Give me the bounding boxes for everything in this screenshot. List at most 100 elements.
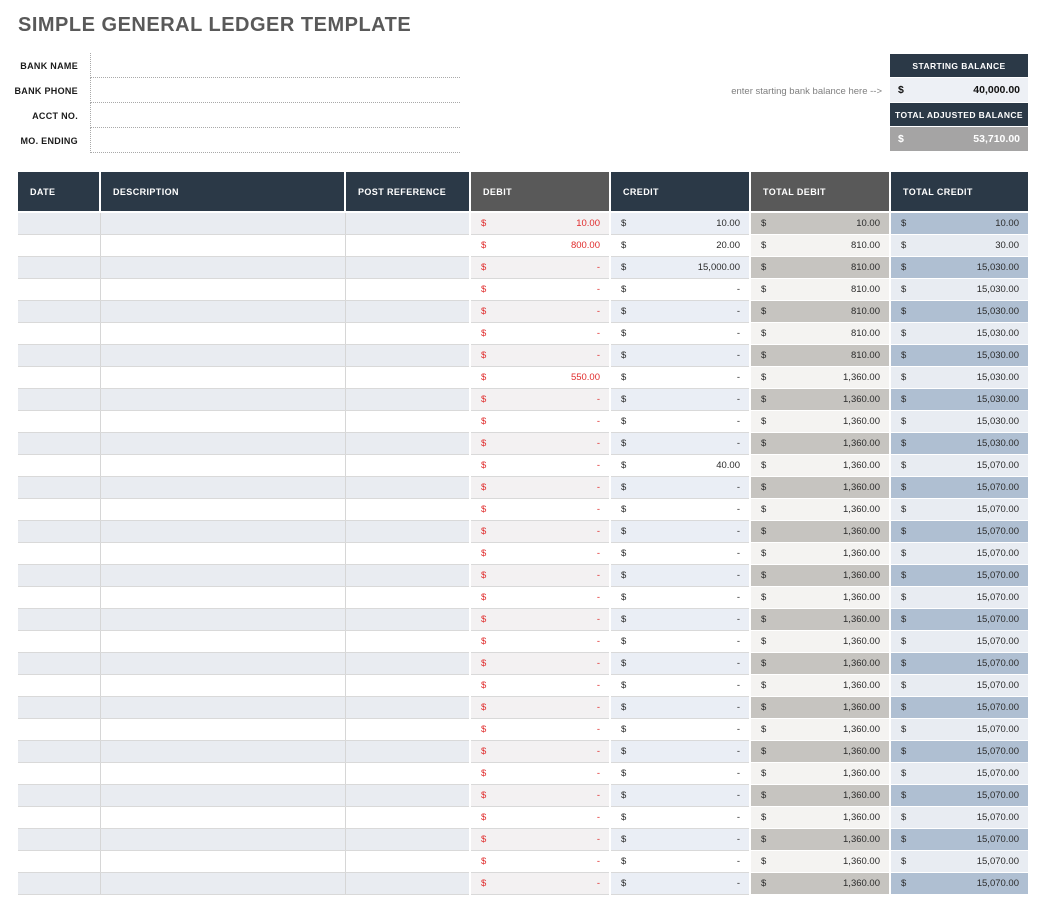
- date-cell[interactable]: [18, 498, 100, 521]
- total-debit-cell[interactable]: $1,360.00: [749, 806, 890, 829]
- total-credit-cell[interactable]: $15,070.00: [889, 850, 1028, 873]
- total-debit-cell[interactable]: $1,360.00: [749, 476, 890, 499]
- total-credit-cell[interactable]: $15,070.00: [889, 784, 1028, 807]
- total-credit-cell[interactable]: $15,070.00: [889, 454, 1028, 477]
- total-credit-cell[interactable]: $15,070.00: [889, 828, 1028, 851]
- total-credit-cell[interactable]: $15,030.00: [889, 278, 1028, 301]
- date-cell[interactable]: [18, 212, 100, 235]
- post-reference-cell[interactable]: [344, 520, 470, 543]
- total-debit-cell[interactable]: $1,360.00: [749, 586, 890, 609]
- total-credit-cell[interactable]: $15,070.00: [889, 718, 1028, 741]
- total-debit-cell[interactable]: $1,360.00: [749, 432, 890, 455]
- description-cell[interactable]: [99, 498, 345, 521]
- total-credit-cell[interactable]: $15,070.00: [889, 586, 1028, 609]
- debit-cell[interactable]: $ -: [469, 278, 610, 301]
- total-credit-cell[interactable]: $15,030.00: [889, 432, 1028, 455]
- post-reference-cell[interactable]: [344, 806, 470, 829]
- total-debit-cell[interactable]: $810.00: [749, 300, 890, 323]
- debit-cell[interactable]: $ -: [469, 872, 610, 895]
- credit-cell[interactable]: $ -: [609, 762, 750, 785]
- total-credit-cell[interactable]: $15,030.00: [889, 366, 1028, 389]
- post-reference-cell[interactable]: [344, 234, 470, 257]
- description-cell[interactable]: [99, 762, 345, 785]
- post-reference-cell[interactable]: [344, 498, 470, 521]
- total-credit-cell[interactable]: $15,070.00: [889, 564, 1028, 587]
- debit-cell[interactable]: $ -: [469, 322, 610, 345]
- post-reference-cell[interactable]: [344, 278, 470, 301]
- description-cell[interactable]: [99, 388, 345, 411]
- total-debit-cell[interactable]: $810.00: [749, 234, 890, 257]
- credit-cell[interactable]: $ -: [609, 674, 750, 697]
- post-reference-cell[interactable]: [344, 212, 470, 235]
- total-debit-cell[interactable]: $1,360.00: [749, 850, 890, 873]
- debit-cell[interactable]: $ -: [469, 388, 610, 411]
- date-cell[interactable]: [18, 850, 100, 873]
- date-cell[interactable]: [18, 674, 100, 697]
- total-credit-cell[interactable]: $15,070.00: [889, 652, 1028, 675]
- credit-cell[interactable]: $ -: [609, 520, 750, 543]
- credit-cell[interactable]: $ -: [609, 872, 750, 895]
- debit-cell[interactable]: $800.00: [469, 234, 610, 257]
- total-credit-cell[interactable]: $15,070.00: [889, 762, 1028, 785]
- description-cell[interactable]: [99, 608, 345, 631]
- total-credit-cell[interactable]: $15,070.00: [889, 520, 1028, 543]
- post-reference-cell[interactable]: [344, 542, 470, 565]
- total-debit-cell[interactable]: $1,360.00: [749, 454, 890, 477]
- total-credit-cell[interactable]: $15,030.00: [889, 300, 1028, 323]
- debit-cell[interactable]: $ -: [469, 652, 610, 675]
- credit-cell[interactable]: $ -: [609, 410, 750, 433]
- post-reference-cell[interactable]: [344, 564, 470, 587]
- credit-cell[interactable]: $ -: [609, 630, 750, 653]
- total-debit-cell[interactable]: $1,360.00: [749, 564, 890, 587]
- post-reference-cell[interactable]: [344, 432, 470, 455]
- credit-cell[interactable]: $ -: [609, 828, 750, 851]
- total-debit-cell[interactable]: $1,360.00: [749, 784, 890, 807]
- post-reference-cell[interactable]: [344, 718, 470, 741]
- total-debit-cell[interactable]: $1,360.00: [749, 520, 890, 543]
- total-credit-cell[interactable]: $15,030.00: [889, 256, 1028, 279]
- credit-cell[interactable]: $ -: [609, 806, 750, 829]
- date-cell[interactable]: [18, 872, 100, 895]
- post-reference-cell[interactable]: [344, 784, 470, 807]
- debit-cell[interactable]: $ -: [469, 674, 610, 697]
- date-cell[interactable]: [18, 432, 100, 455]
- post-reference-cell[interactable]: [344, 300, 470, 323]
- description-cell[interactable]: [99, 256, 345, 279]
- description-cell[interactable]: [99, 300, 345, 323]
- date-cell[interactable]: [18, 762, 100, 785]
- post-reference-cell[interactable]: [344, 410, 470, 433]
- debit-cell[interactable]: $ -: [469, 850, 610, 873]
- acct-no-input[interactable]: [91, 103, 460, 127]
- description-cell[interactable]: [99, 784, 345, 807]
- debit-cell[interactable]: $ -: [469, 762, 610, 785]
- debit-cell[interactable]: $ -: [469, 806, 610, 829]
- post-reference-cell[interactable]: [344, 256, 470, 279]
- credit-cell[interactable]: $ -: [609, 432, 750, 455]
- debit-cell[interactable]: $ -: [469, 740, 610, 763]
- date-cell[interactable]: [18, 608, 100, 631]
- credit-cell[interactable]: $ -: [609, 300, 750, 323]
- total-debit-cell[interactable]: $810.00: [749, 322, 890, 345]
- post-reference-cell[interactable]: [344, 762, 470, 785]
- date-cell[interactable]: [18, 630, 100, 653]
- total-debit-cell[interactable]: $810.00: [749, 278, 890, 301]
- credit-cell[interactable]: $ -: [609, 322, 750, 345]
- total-credit-cell[interactable]: $15,030.00: [889, 344, 1028, 367]
- post-reference-cell[interactable]: [344, 630, 470, 653]
- post-reference-cell[interactable]: [344, 366, 470, 389]
- post-reference-cell[interactable]: [344, 454, 470, 477]
- debit-cell[interactable]: $ -: [469, 608, 610, 631]
- post-reference-cell[interactable]: [344, 586, 470, 609]
- credit-cell[interactable]: $ -: [609, 344, 750, 367]
- credit-cell[interactable]: $ -: [609, 740, 750, 763]
- total-debit-cell[interactable]: $1,360.00: [749, 696, 890, 719]
- description-cell[interactable]: [99, 344, 345, 367]
- debit-cell[interactable]: $ -: [469, 784, 610, 807]
- description-cell[interactable]: [99, 234, 345, 257]
- date-cell[interactable]: [18, 278, 100, 301]
- description-cell[interactable]: [99, 872, 345, 895]
- date-cell[interactable]: [18, 366, 100, 389]
- total-debit-cell[interactable]: $1,360.00: [749, 674, 890, 697]
- debit-cell[interactable]: $ -: [469, 718, 610, 741]
- post-reference-cell[interactable]: [344, 696, 470, 719]
